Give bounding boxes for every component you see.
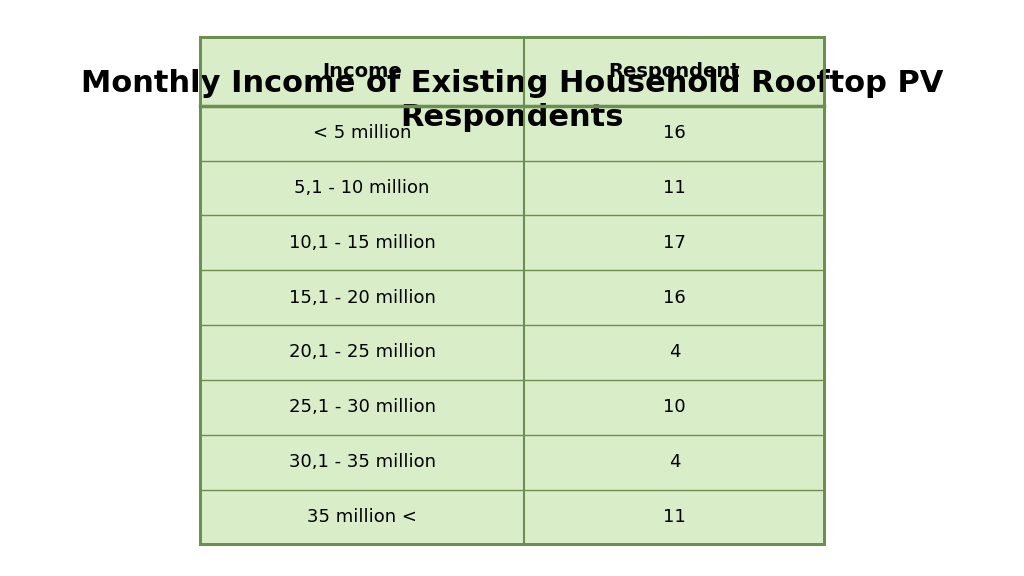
Text: 16: 16 [663,124,686,142]
Text: 4: 4 [669,343,680,362]
Text: 4: 4 [669,453,680,471]
Text: 16: 16 [663,289,686,306]
Text: 11: 11 [663,508,686,526]
FancyBboxPatch shape [200,37,824,544]
Text: < 5 million: < 5 million [313,124,412,142]
Text: Monthly Income of Existing Household Rooftop PV
Respondents: Monthly Income of Existing Household Roo… [81,69,943,132]
Text: 25,1 - 30 million: 25,1 - 30 million [289,399,435,416]
Text: 30,1 - 35 million: 30,1 - 35 million [289,453,435,471]
Text: 15,1 - 20 million: 15,1 - 20 million [289,289,435,306]
Text: 10: 10 [664,399,686,416]
Text: 5,1 - 10 million: 5,1 - 10 million [294,179,430,197]
Text: 10,1 - 15 million: 10,1 - 15 million [289,234,435,252]
Text: 20,1 - 25 million: 20,1 - 25 million [289,343,435,362]
Text: 17: 17 [663,234,686,252]
Text: Respondent: Respondent [608,62,740,81]
Text: Income: Income [323,62,402,81]
Text: 11: 11 [663,179,686,197]
Text: 35 million <: 35 million < [307,508,417,526]
